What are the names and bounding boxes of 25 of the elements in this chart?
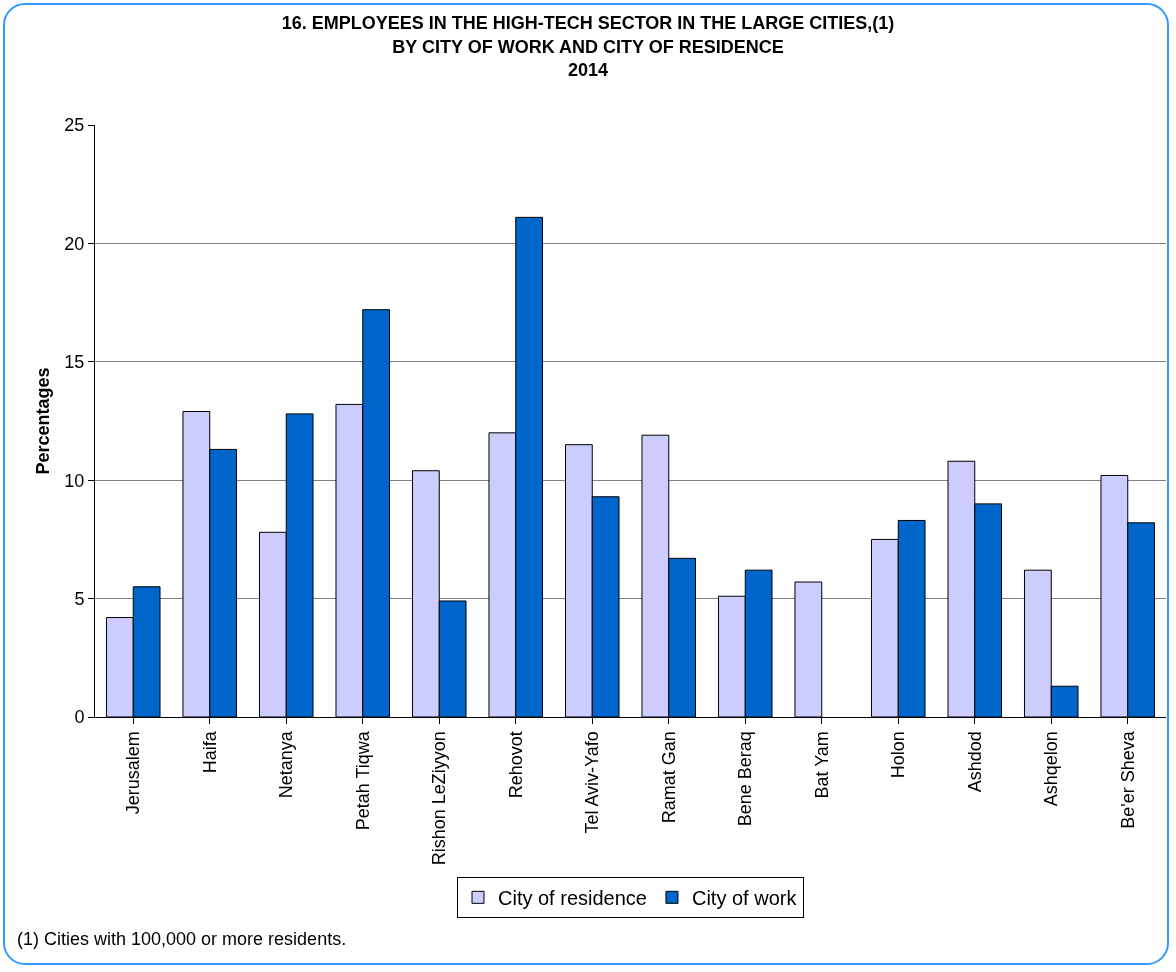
y-tick-label: 15 xyxy=(64,352,85,373)
y-tick-label: 25 xyxy=(64,115,85,136)
x-tick-label: Petah Tiqwa xyxy=(352,730,373,831)
x-tick-label: Ashdod xyxy=(964,731,985,793)
x-tick-label: Holon xyxy=(888,731,909,779)
y-tick-label: 20 xyxy=(64,233,85,254)
legend-label: City of residence xyxy=(498,887,647,910)
y-tick-label: 10 xyxy=(64,470,85,491)
x-tick-label: Netanya xyxy=(276,730,297,799)
x-tick-label: Haifa xyxy=(199,730,220,774)
x-tick-label: Rehovot xyxy=(505,731,526,799)
y-tick-label: 0 xyxy=(74,707,85,728)
y-tick-label: 5 xyxy=(74,588,85,609)
x-tick-label: Bene Beraq xyxy=(735,731,756,827)
x-tick-label: Tel Aviv-Yafo xyxy=(582,731,603,834)
chart-title: 16. EMPLOYEES IN THE HIGH-TECH SECTOR IN THE LARGE CITIES,(1) BY CITY OF WORK AND CITY OF RESIDENCE 2014 xyxy=(281,13,895,80)
x-tick-label: Ashqelon xyxy=(1041,731,1062,807)
legend-label: City of work xyxy=(691,887,798,910)
x-tick-label: Bat Yam xyxy=(811,731,832,799)
x-tick-label: Rishon LeZiyyon xyxy=(429,731,450,866)
x-tick-label: Ramat Gan xyxy=(658,731,679,824)
x-tick-label: Jerusalem xyxy=(123,731,144,815)
x-tick-label: Be'er Sheva xyxy=(1117,730,1138,829)
y-axis-title: Percentages xyxy=(32,367,53,475)
text: (1) Cities with 100,000 or more residents. xyxy=(17,929,347,949)
